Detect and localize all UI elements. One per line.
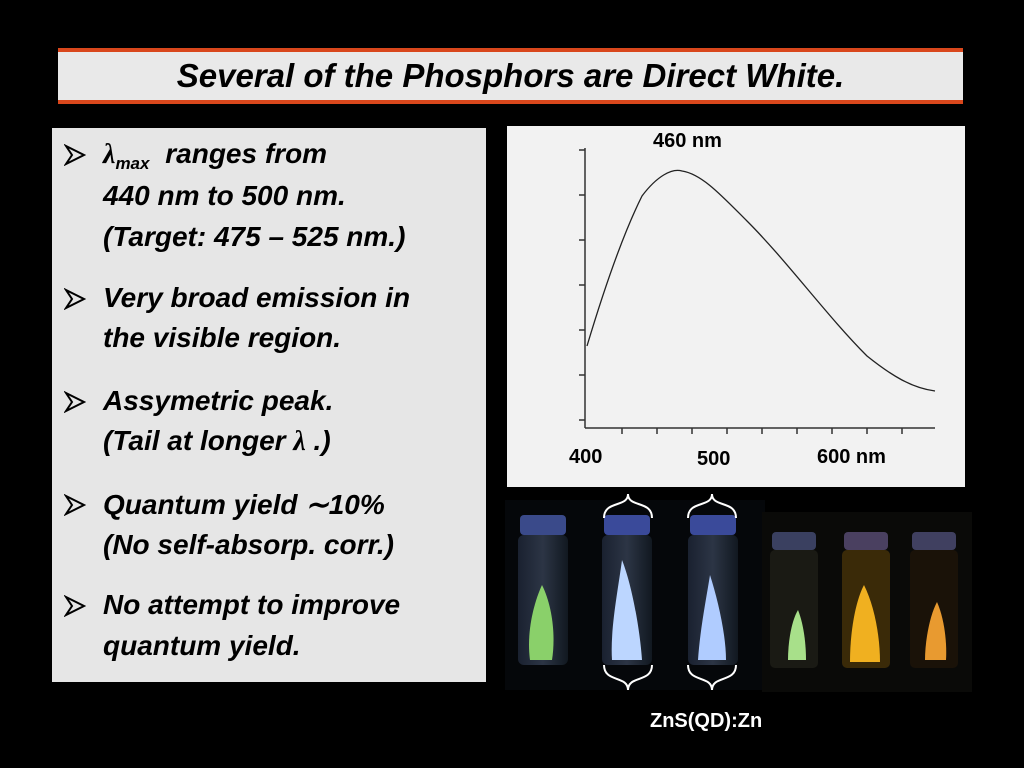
x-label: 500 [697, 448, 731, 470]
text: quantum yield. [103, 630, 301, 661]
emission-curve [586, 169, 936, 392]
bullet-marker [64, 391, 86, 413]
vials-right [770, 532, 958, 668]
spectrum-figure: 460 nm 400 500 600 nm [507, 126, 965, 487]
spectrum-plot [579, 148, 936, 434]
bullet-line: No attempt to improve [103, 589, 400, 621]
bullet-line: Quantum yield ∼10% [103, 488, 385, 521]
bullet-line: (Tail at longer λ .) [103, 425, 331, 458]
bullet-line: (Target: 475 – 525 nm.) [103, 221, 405, 253]
bullet-line: Assymetric peak. [103, 385, 333, 417]
text: Assymetric peak. [103, 385, 334, 416]
photo-caption: ZnS(QD):Zn [650, 710, 763, 732]
text: ranges from [165, 138, 328, 169]
bullet-line: quantum yield. [103, 630, 301, 662]
x-ticks [621, 428, 903, 434]
text: Quantum yield ∼10% [103, 489, 385, 520]
bullet-line: the visible region. [103, 322, 341, 354]
text: .) [313, 425, 331, 456]
bullet-marker [64, 494, 86, 516]
bullet-line: 440 nm to 500 nm. [103, 180, 346, 212]
title: Several of the Phosphors are Direct Whit… [58, 48, 963, 104]
bullet-panel: λmax ranges from 440 nm to 500 nm. (Target… [52, 128, 486, 682]
text: (Target: 475 – 525 nm.) [103, 221, 406, 252]
bullet-line: Very broad emission in [103, 282, 410, 314]
y-ticks [579, 149, 585, 421]
text: Very broad emission in [103, 282, 411, 313]
symbol: λ [103, 139, 116, 170]
x-label: 600 nm [817, 446, 886, 468]
symbol: λ [293, 426, 306, 457]
bullet-marker [64, 288, 86, 310]
vial-photos [505, 493, 972, 692]
text: 440 nm to 500 nm. [103, 180, 346, 211]
vials-left [518, 493, 738, 691]
bullet-marker [64, 595, 86, 617]
text: (Tail at longer [103, 425, 286, 456]
text: the visible region. [103, 322, 342, 353]
x-label: 400 [569, 446, 603, 468]
bullet-marker [64, 144, 86, 166]
subscript: max [115, 154, 150, 173]
text: (No self-absorp. corr.) [103, 529, 394, 560]
bullet-line: λmax ranges from [103, 138, 327, 174]
text: No attempt to improve [103, 589, 401, 620]
peak-label: 460 nm [653, 130, 722, 152]
bullet-line: (No self-absorp. corr.) [103, 529, 394, 561]
